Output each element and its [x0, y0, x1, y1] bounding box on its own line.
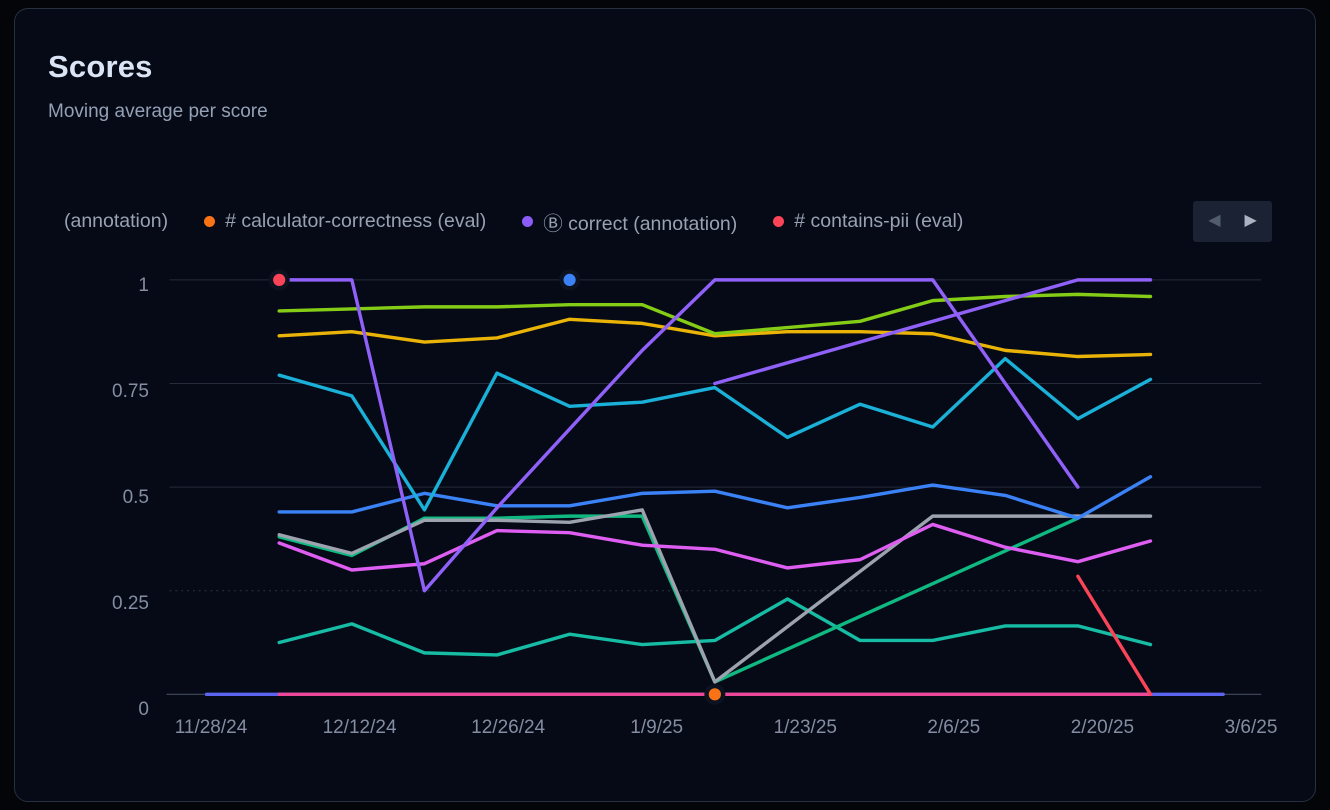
y-axis-tick-label: 0.25 [112, 593, 149, 614]
legend: (annotation) # calculator-correctness (ev… [64, 199, 1272, 243]
legend-scroll-nav: ◀ ▶ [1193, 200, 1272, 242]
chart-canvas[interactable] [15, 9, 1315, 801]
series-line-violet-2 [713, 278, 1153, 386]
page-subtitle: Moving average per score [48, 101, 268, 122]
legend-item-label: # contains-pii (eval) [794, 209, 964, 232]
page-title: Scores [48, 49, 153, 84]
data-point-marker-blue-point[interactable] [559, 269, 581, 291]
legend-next-button[interactable]: ▶ [1244, 212, 1257, 229]
series-line-blue [277, 475, 1153, 520]
x-axis-tick-label: 12/26/24 [471, 717, 546, 738]
data-point-marker-orange-calculator-point[interactable] [704, 683, 726, 705]
legend-item-3[interactable]: # contains-pii (eval) [773, 210, 963, 233]
legend-prev-button[interactable]: ◀ [1208, 212, 1221, 229]
x-axis-tick-label: 1/9/25 [630, 717, 684, 738]
series-line-amber [277, 317, 1153, 359]
series-line-cyan [277, 356, 1153, 512]
series-line-gray [277, 508, 1153, 684]
legend-item-label: (annotation) [64, 209, 169, 232]
x-axis-tick-label: 1/23/25 [773, 717, 837, 738]
x-axis-tick-label: 12/12/24 [322, 717, 397, 738]
legend-item-label: # calculator-correctness (eval) [225, 209, 487, 232]
legend-item-label: Ⓑ correct (annotation) [543, 212, 738, 235]
data-point-marker-rose-pii-point[interactable] [268, 269, 290, 291]
y-axis-tick-label: 0.5 [122, 487, 149, 508]
y-axis-tick-label: 0.75 [112, 381, 149, 402]
x-axis-tick-label: 2/20/25 [1070, 717, 1135, 738]
series-line-rose-segment [1076, 574, 1153, 697]
series-line-lime [277, 292, 1153, 336]
legend-item-1[interactable]: # calculator-correctness (eval) [204, 210, 486, 233]
y-axis-tick-label: 0 [138, 699, 149, 720]
series-line-teal [277, 597, 1153, 657]
series-line-violet-correct [277, 278, 1080, 593]
legend-dot-icon [773, 215, 785, 227]
legend-dot-icon [204, 215, 216, 227]
x-axis-tick-label: 2/6/25 [927, 717, 981, 738]
x-axis-tick-label: 3/6/25 [1224, 717, 1278, 738]
legend-item-0[interactable]: (annotation) [64, 210, 168, 233]
legend-item-2[interactable]: Ⓑ correct (annotation) [522, 207, 737, 236]
y-axis-tick-label: 1 [138, 275, 149, 296]
scores-card: Scores Moving average per score (annotat… [14, 8, 1316, 802]
x-axis-tick-label: 11/28/24 [174, 717, 248, 738]
legend-dot-icon [522, 215, 534, 227]
series-line-magenta [277, 522, 1153, 572]
